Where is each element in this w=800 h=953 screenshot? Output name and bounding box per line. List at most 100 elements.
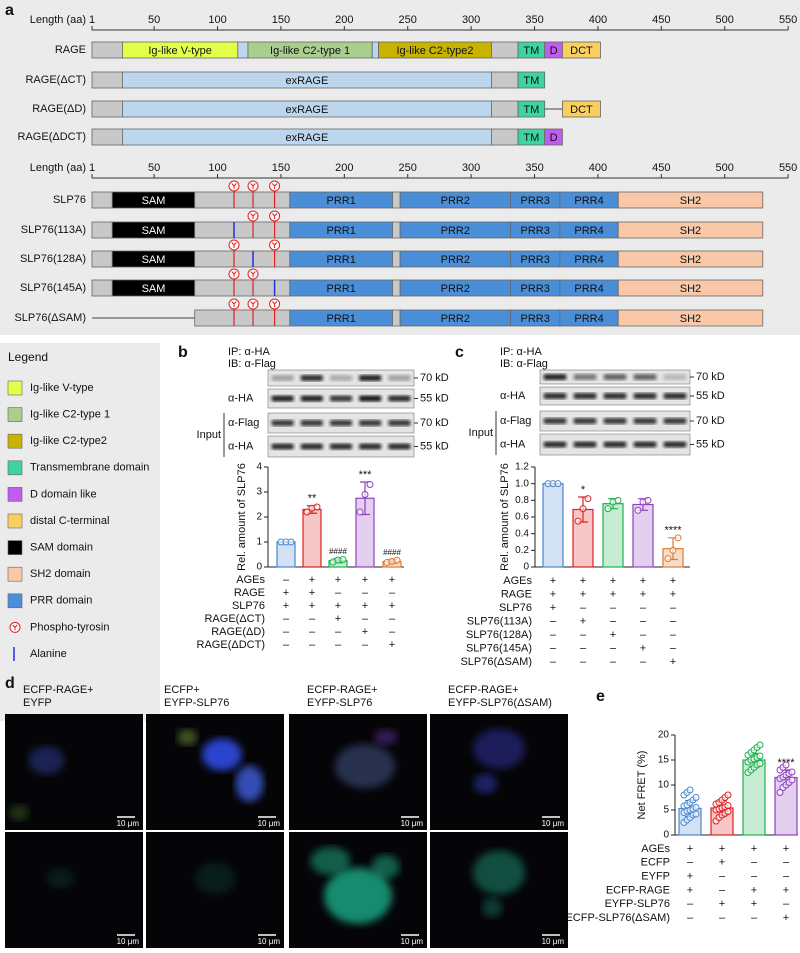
row-label: RAGE(ΔDCT) [18,131,86,143]
cell [473,773,498,794]
condition-sign: – [550,615,557,627]
condition-sign: – [362,639,369,651]
domain [194,250,291,268]
condition-label: RAGE(ΔCT) [204,613,265,625]
y-tick-label: 0 [523,562,529,573]
panel-label: b [178,344,188,361]
tick-label: 400 [589,162,607,174]
condition-sign: – [283,639,290,651]
domain [91,221,113,239]
blot-band [329,420,353,426]
row-label: SLP76(128A) [20,253,86,265]
domain [194,191,291,209]
domain [562,100,601,118]
condition-sign: – [309,626,316,638]
cell [310,847,351,875]
condition-label: RAGE [501,588,532,600]
condition-sign: + [580,575,586,587]
domain [237,41,249,59]
domain-label: TM [523,104,539,116]
condition-label: EYFP-SLP76 [605,898,670,910]
domain [392,279,401,297]
condition-sign: – [751,912,758,924]
legend-label: Transmembrane domain [30,462,149,474]
image-title: ECFP-RAGE+ [23,684,94,696]
blot-header: IB: α-Flag [228,358,276,370]
condition-sign: + [309,587,315,599]
tick-label: 150 [272,14,290,26]
domain-label: PRR2 [441,254,470,266]
domain [91,41,123,59]
cell [324,867,392,924]
domain-label: PRR4 [574,313,603,325]
blot-band [300,420,323,426]
tick-label: 400 [589,14,607,26]
condition-sign: + [362,600,368,612]
legend-label: SAM domain [30,542,93,554]
tick-label: 450 [652,162,670,174]
y-tick-label: 2 [256,512,262,523]
y-tick-label: 15 [658,755,670,766]
y-tick-label: 1 [256,537,262,548]
domain-label: PRR3 [520,283,549,295]
phospho-icon [271,301,278,307]
phospho-icon [271,213,278,219]
blot-band [633,418,657,424]
data-point [614,496,622,504]
y-tick-label: 1.2 [515,462,529,473]
blot-band [300,395,323,402]
blot-header: IP: α-HA [500,346,542,358]
data-point [674,534,682,542]
condition-sign: – [335,587,342,599]
data-point [669,546,677,554]
legend-label: Ig-like V-type [30,382,94,394]
tick-label: 550 [779,162,797,174]
blot-band [329,395,353,402]
condition-sign: + [670,588,676,600]
domain-label: SAM [142,254,166,266]
domain [562,41,601,59]
marker-label: 70 kD [696,415,725,427]
condition-sign: + [640,642,646,654]
phospho-icon [250,183,256,189]
blot-band [359,375,382,381]
domain-label: D [550,132,558,144]
condition-sign: – [670,629,677,641]
condition-sign: + [283,587,289,599]
blot-label: α-HA [500,438,526,450]
condition-sign: + [550,602,556,614]
phospho-icon [250,271,256,277]
condition-sign: – [719,884,726,896]
condition-sign: – [670,615,677,627]
domain-label: PRR4 [574,254,603,266]
condition-sign: – [640,629,647,641]
legend-swatch [7,566,23,582]
blot-band [271,375,294,381]
condition-sign: + [610,588,616,600]
row-label: SLP76(113A) [21,224,86,236]
condition-sign: – [610,602,617,614]
domain-label: PRR1 [326,195,355,207]
condition-sign: + [719,898,725,910]
tick-label: 200 [335,162,353,174]
data-point [574,517,582,525]
data-point [644,496,652,504]
condition-sign: + [362,626,368,638]
condition-sign: – [580,602,587,614]
blot-band [388,375,411,381]
scale-bar-label: 10 μm [117,819,140,828]
condition-label: AGEs [503,575,532,587]
condition-sign: – [335,626,342,638]
domain [617,250,764,268]
blot-label: α-HA [228,440,254,452]
data-point [339,556,347,563]
phospho-icon [231,271,237,277]
domain-label: PRR3 [520,195,549,207]
condition-sign: + [670,656,676,668]
blot-band [543,374,567,380]
image-title: EYFP [23,697,52,709]
blot-band [633,374,657,380]
cell [473,728,525,769]
condition-sign: + [783,912,789,924]
domain-label: SAM [142,195,166,207]
